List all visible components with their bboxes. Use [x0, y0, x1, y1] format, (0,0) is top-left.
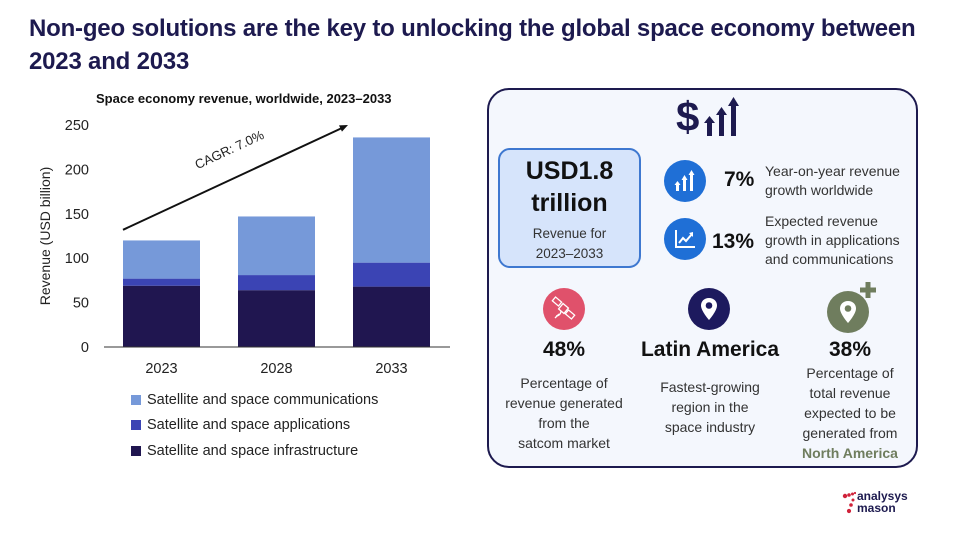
- y-tick-label: 0: [81, 340, 89, 356]
- cagr-arrow-line: [122, 127, 343, 231]
- y-tick-label: 100: [65, 251, 89, 267]
- logo-dots-icon: [842, 491, 856, 514]
- bar-segment: [353, 137, 430, 263]
- logo-line1: analysys: [857, 489, 908, 503]
- yoy-growth-desc-line2: growth worldwide: [765, 182, 874, 198]
- north-america-desc-line4: generated from: [802, 425, 898, 441]
- location-pin-plus-icon: [827, 291, 869, 333]
- bar-segment: [353, 262, 430, 287]
- y-tick-label: 150: [65, 207, 89, 223]
- satcom-desc-line3: from the: [538, 415, 590, 431]
- satcom-desc-line2: revenue generated: [505, 395, 623, 411]
- revenue-label-line1: Revenue for: [532, 226, 607, 241]
- bar-growth-icon: [664, 160, 706, 202]
- revenue-value-line1: USD1.8: [525, 157, 614, 185]
- location-pin-icon: [688, 288, 730, 330]
- plus-icon: [860, 282, 876, 298]
- svg-text:$: $: [676, 94, 699, 138]
- fastest-region-column: Latin America Fastest-growing region in …: [630, 337, 790, 437]
- bar-segment: [353, 286, 430, 347]
- bar-segment: [238, 216, 315, 276]
- y-tick-label: 250: [65, 118, 89, 134]
- legend-swatch: [131, 394, 141, 405]
- bar-segment: [238, 290, 315, 347]
- satcom-desc-line1: Percentage of: [520, 375, 608, 391]
- north-america-share-value: 38%: [828, 338, 872, 361]
- legend-label: Satellite and space applications: [147, 417, 351, 434]
- fastest-region-desc-line2: region in the: [671, 399, 749, 415]
- satcom-column: 48% Percentage of revenue generated from…: [498, 337, 630, 453]
- satellite-icon: [543, 288, 585, 330]
- x-tick-label: 2033: [375, 361, 407, 377]
- bar-segment: [123, 285, 200, 347]
- satcom-desc-line4: satcom market: [518, 435, 610, 451]
- chart-legend: Satellite and space communications Satell…: [131, 387, 378, 464]
- x-tick-label: 2028: [260, 361, 292, 377]
- apps-growth-desc-line2: growth in applications: [765, 232, 900, 248]
- north-america-desc-line1: Percentage of: [806, 365, 894, 381]
- y-axis-label: Revenue (USD billion): [37, 167, 53, 306]
- y-tick-label: 200: [65, 162, 89, 178]
- total-revenue-box: USD1.8 trillion Revenue for 2023–2033: [498, 148, 641, 268]
- north-america-desc-line2: total revenue: [809, 385, 891, 401]
- north-america-highlight: North America: [802, 445, 898, 461]
- bar-segment: [123, 278, 200, 286]
- legend-swatch: [131, 445, 141, 456]
- yoy-growth-desc-line1: Year-on-year revenue: [765, 163, 900, 179]
- dollar-growth-icon: $: [676, 94, 739, 138]
- logo-line2: mason: [857, 501, 896, 515]
- north-america-column: 38% Percentage of total revenue expected…: [785, 337, 915, 463]
- bar-segment: [123, 240, 200, 279]
- x-tick-label: 2023: [145, 361, 177, 377]
- legend-item: Satellite and space communications: [131, 387, 378, 413]
- apps-growth-desc: Expected revenue growth in applications …: [765, 212, 900, 269]
- cagr-annotation: CAGR: 7.0%: [192, 127, 266, 172]
- apps-growth-desc-line1: Expected revenue: [765, 213, 878, 229]
- legend-item: Satellite and space infrastructure: [131, 438, 378, 464]
- legend-item: Satellite and space applications: [131, 413, 378, 439]
- chart-title: Space economy revenue, worldwide, 2023–2…: [96, 91, 392, 106]
- line-chart-icon: [664, 218, 706, 260]
- bar-segment: [238, 275, 315, 291]
- yoy-growth-desc: Year-on-year revenue growth worldwide: [765, 162, 900, 200]
- fastest-region-desc-line1: Fastest-growing: [660, 379, 760, 395]
- apps-growth-value: 13%: [712, 230, 755, 253]
- legend-label: Satellite and space communications: [147, 391, 379, 408]
- cagr-arrow-head: [339, 125, 348, 132]
- legend-label: Satellite and space infrastructure: [147, 442, 359, 459]
- fastest-region-value: Latin America: [640, 338, 780, 361]
- fastest-region-desc-line3: space industry: [664, 419, 756, 435]
- yoy-growth-value: 7%: [724, 168, 755, 191]
- page-title: Non-geo solutions are the key to unlocki…: [29, 15, 916, 75]
- north-america-desc-line3: expected to be: [804, 405, 896, 421]
- satcom-share-value: 48%: [542, 338, 586, 361]
- y-tick-label: 50: [73, 296, 89, 312]
- stacked-bar-chart: 0 50 100 150 200 250 Revenue (USD billion) 2023…: [37, 118, 450, 377]
- legend-swatch: [131, 420, 141, 431]
- revenue-label-line2: 2023–2033: [535, 246, 604, 261]
- apps-growth-desc-line3: and communications: [765, 251, 894, 267]
- revenue-value-line2: trillion: [531, 189, 608, 217]
